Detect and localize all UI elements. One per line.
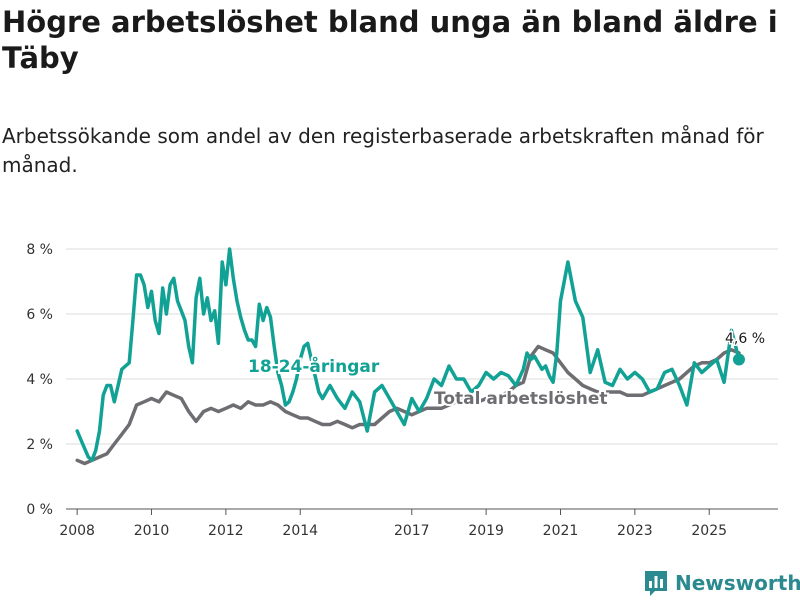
y-tick-label: 8 % [26,242,53,258]
series-label-youth: 18-24-åringar [248,355,380,377]
x-tick-label: 2025 [691,523,727,539]
y-tick-label: 6 % [26,307,53,323]
series-line-total [75,344,741,466]
x-tick-label: 2010 [134,523,170,539]
x-tick-label: 2008 [59,523,95,539]
x-tick-label: 2014 [282,523,318,539]
bar-chart-icon [645,571,667,596]
x-axis: 2008 2010 2012 2014 2017 2019 2021 2023 2025 [59,509,727,539]
brand-name: Newsworthy [675,571,800,595]
end-value-label: 4,6 % [725,331,765,347]
x-tick-label: 2021 [543,523,579,539]
y-tick-label: 0 % [26,502,53,518]
x-tick-label: 2017 [394,523,430,539]
y-tick-label: 4 % [26,372,53,388]
x-tick-label: 2019 [468,523,504,539]
series-lines [75,247,741,466]
end-point-marker [732,353,745,366]
x-tick-label: 2023 [617,523,653,539]
y-axis-tick-labels: 0 % 2 % 4 % 6 % 8 % [26,242,53,518]
series-label-total: Total arbetslöshet [434,389,608,409]
chart-title: Högre arbetslöshet bland unga än bland ä… [2,5,778,75]
newsworthy-logo: Newsworthy [643,569,800,597]
y-tick-label: 2 % [26,437,53,453]
x-tick-label: 2012 [208,523,244,539]
grid-lines [66,248,778,510]
chart-subtitle: Arbetssökande som andel av den registerb… [2,124,764,177]
series-line-youth [75,247,741,463]
